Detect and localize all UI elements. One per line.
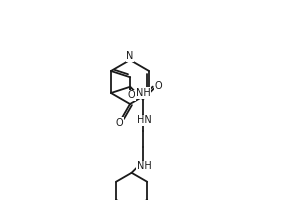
Text: O: O: [154, 81, 162, 91]
Text: HN: HN: [136, 115, 151, 125]
Text: O: O: [115, 118, 123, 128]
Text: O: O: [128, 90, 135, 100]
Text: NH: NH: [136, 161, 151, 171]
Text: N: N: [126, 51, 134, 61]
Text: NH: NH: [136, 88, 150, 98]
